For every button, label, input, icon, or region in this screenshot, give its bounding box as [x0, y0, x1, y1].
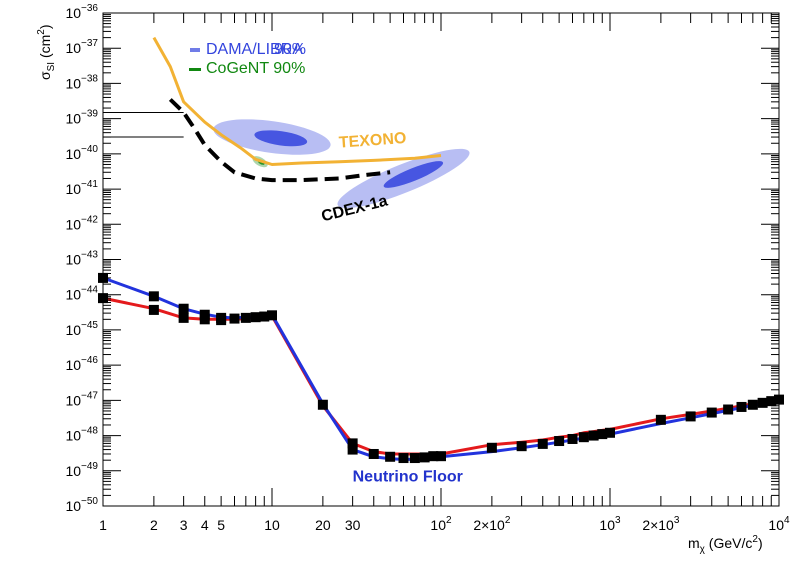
y-tick-label-14: 10−50 [65, 496, 98, 514]
x-tick-label-10: 103 [599, 515, 621, 533]
x-tick-label-12: 104 [768, 515, 790, 533]
data-marker-19 [385, 451, 396, 462]
legend-label-cogent: CoGeNT 90% [206, 60, 305, 77]
legend-marker-cogent [189, 68, 201, 71]
data-marker-36 [706, 407, 717, 418]
y-axis-title: σSI (cm2) [36, 24, 57, 80]
x-axis-title: mχ (GeV/c2) [688, 534, 763, 555]
x-tick-label-8: 102 [430, 515, 452, 533]
annotation-0: TEXONO [338, 130, 407, 152]
x-axis-title-sup: 2 [752, 534, 758, 545]
legend-marker-dama [190, 48, 200, 52]
y-tick-label-12: 10−48 [65, 426, 98, 444]
series-line-1 [168, 98, 391, 183]
region-1-inner [383, 161, 444, 188]
data-marker-3 [148, 304, 159, 315]
y-tick-label-6: 10−42 [65, 214, 98, 232]
y-axis-title-close: ) [37, 24, 53, 29]
data-marker-14 [267, 310, 277, 321]
x-tick-label-0: 1 [99, 517, 107, 533]
data-marker-10 [229, 313, 240, 324]
y-tick-label-10: 10−46 [65, 355, 98, 373]
limit-curves [102, 36, 780, 461]
legend-label-dama-cl: 90% [274, 41, 306, 58]
reference-lines [103, 111, 184, 138]
x-axis-title-main: m [688, 535, 700, 551]
x-axis-title-unit: (GeV/c [705, 535, 752, 551]
y-tick-label-2: 10−38 [65, 73, 98, 91]
x-tick-label-7: 30 [345, 517, 361, 533]
x-tick-label-11: 2×103 [642, 515, 680, 533]
data-marker-16 [347, 438, 358, 449]
annotation-2: Neutrino Floor [353, 468, 463, 485]
region-0-inner [254, 130, 308, 147]
axis-tick-labels: 1 2 3 4 5 10 20 30 102 2×102 103 2×103 104 10−36 10−37… [65, 3, 790, 533]
y-tick-label-8: 10−44 [65, 285, 98, 303]
y-tick-label-4: 10−40 [65, 144, 98, 162]
data-marker-24 [436, 451, 446, 462]
plot-frame [102, 12, 780, 507]
series-line-0 [152, 36, 442, 166]
y-tick-label-0: 10−36 [65, 3, 98, 21]
data-marker-27 [537, 438, 548, 449]
data-marker-33 [605, 427, 615, 438]
y-axis-title-main: σ [37, 71, 53, 80]
y-tick-label-13: 10−49 [65, 461, 98, 479]
data-marker-26 [516, 441, 527, 452]
y-axis-title-unit: (cm [37, 35, 53, 62]
axis-ticks [102, 13, 779, 507]
data-marker-23 [428, 451, 439, 462]
data-marker-31 [588, 430, 599, 441]
y-axis-title-sup: 2 [36, 29, 47, 35]
x-tick-label-9: 2×102 [473, 515, 511, 533]
data-marker-9 [216, 315, 227, 326]
data-marker-4 [178, 303, 189, 314]
data-marker-20 [398, 453, 409, 464]
x-axis-title-close: ) [758, 535, 763, 551]
data-marker-18 [368, 448, 379, 459]
data-marker-22 [419, 452, 430, 463]
data-marker-41 [766, 396, 777, 407]
data-marker-15 [317, 399, 328, 410]
y-tick-label-1: 10−37 [65, 38, 98, 56]
data-marker-25 [486, 442, 497, 453]
data-marker-28 [554, 436, 565, 447]
data-marker-40 [757, 397, 768, 408]
data-marker-11 [240, 312, 251, 323]
dark-matter-signal-regions [213, 119, 470, 209]
x-tick-label-5: 10 [264, 517, 280, 533]
data-marker-17 [347, 444, 358, 455]
data-marker-38 [736, 401, 747, 412]
data-marker-2 [148, 291, 159, 302]
data-marker-12 [250, 312, 261, 323]
y-tick-label-5: 10−41 [65, 179, 98, 197]
series-line-3 [102, 276, 780, 461]
data-marker-39 [747, 399, 758, 410]
y-tick-label-9: 10−45 [65, 320, 98, 338]
legend-label-dama: DAMA/LIBRA [206, 41, 303, 58]
y-tick-label-7: 10−43 [65, 250, 98, 268]
y-tick-label-11: 10−47 [65, 390, 98, 408]
neutrino-floor-markers [98, 272, 784, 464]
data-marker-21 [409, 453, 420, 464]
data-marker-13 [259, 311, 270, 322]
x-axis-title-sub: χ [700, 544, 706, 555]
x-tick-label-6: 20 [315, 517, 331, 533]
x-tick-label-2: 3 [180, 517, 188, 533]
y-tick-label-3: 10−39 [65, 109, 98, 127]
data-marker-30 [578, 432, 589, 443]
data-marker-37 [723, 404, 734, 415]
data-marker-35 [685, 411, 696, 422]
y-axis-title-sub: SI [46, 62, 57, 71]
x-tick-label-1: 2 [150, 517, 158, 533]
x-tick-label-3: 4 [201, 517, 209, 533]
x-tick-label-4: 5 [217, 517, 225, 533]
data-marker-34 [655, 414, 666, 425]
data-marker-5 [178, 312, 189, 323]
data-marker-29 [567, 433, 578, 444]
data-marker-32 [597, 429, 608, 440]
data-marker-7 [199, 314, 210, 325]
